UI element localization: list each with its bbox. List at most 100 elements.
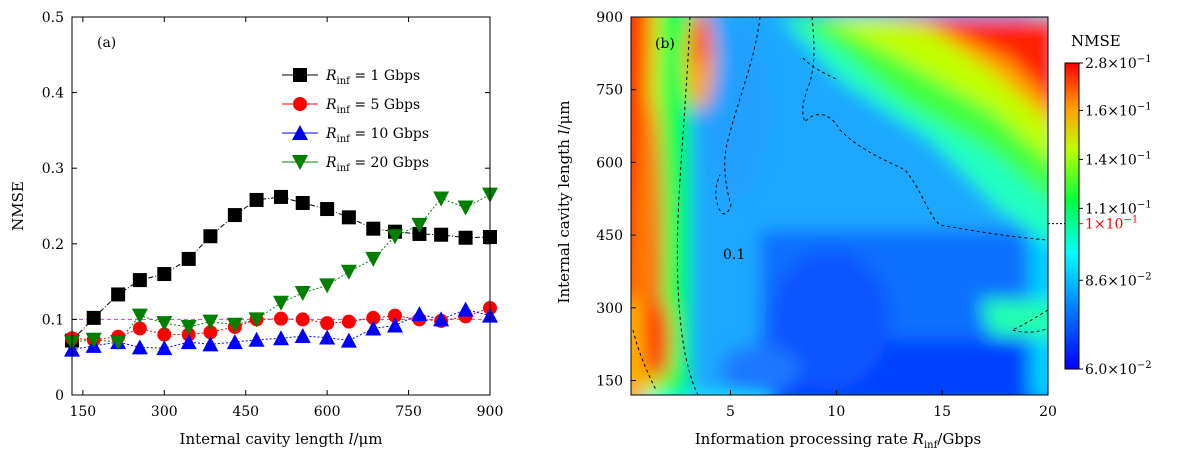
legend-var-3: R xyxy=(325,155,337,171)
data-point-s0-7 xyxy=(227,208,242,223)
legend-sub-1: inf xyxy=(337,105,352,116)
x-tick-label-a-0: 150 xyxy=(69,404,96,420)
x-tick-label-a-3: 600 xyxy=(314,404,341,420)
colorbar-tick-label-5: 8.6×10−2 xyxy=(1085,271,1152,289)
plot-frame-a xyxy=(71,16,491,396)
data-point-s3-10 xyxy=(294,285,311,301)
colorbar-tick-mantissa-4: 1×10 xyxy=(1085,217,1123,233)
data-point-s3-14 xyxy=(387,229,403,245)
x-axis-label-b-sub: inf xyxy=(924,440,939,451)
data-point-s0-17 xyxy=(458,230,473,245)
y-axis-label-b-unit: /μm xyxy=(555,101,573,130)
data-point-s1-4 xyxy=(157,327,172,342)
data-point-s2-3 xyxy=(131,339,148,355)
legend-rest-3: = 20 Gbps xyxy=(350,155,429,171)
x-axis-label-b-var: R xyxy=(912,430,924,448)
data-point-s2-6 xyxy=(202,336,219,352)
y-tick-label-b-4: 750 xyxy=(596,83,623,99)
colorbar-title: NMSE xyxy=(1071,32,1121,50)
data-point-s3-9 xyxy=(273,295,289,311)
data-point-s3-16 xyxy=(433,191,450,207)
data-point-s3-1 xyxy=(85,332,102,348)
data-point-s3-4 xyxy=(156,316,173,332)
legend-sub-2: inf xyxy=(337,134,352,145)
colorbar-tick-mantissa-3: 1.1×10 xyxy=(1085,201,1137,217)
data-point-s1-9 xyxy=(274,311,288,326)
plot-frame-b xyxy=(630,16,1049,396)
x-tick-label-b-3: 20 xyxy=(1039,404,1057,420)
data-point-s2-12 xyxy=(340,332,357,348)
data-point-s0-15 xyxy=(412,226,427,241)
data-point-s2-5 xyxy=(180,334,197,350)
data-point-s2-4 xyxy=(156,340,173,356)
colorbar xyxy=(1064,62,1080,370)
data-point-s1-10 xyxy=(295,312,310,327)
data-point-s1-3 xyxy=(132,321,147,336)
data-point-s2-10 xyxy=(294,328,311,344)
data-point-s1-13 xyxy=(366,310,381,325)
x-tick-label-a-4: 750 xyxy=(395,404,422,420)
data-point-s3-5 xyxy=(180,319,197,335)
data-point-s2-16 xyxy=(433,311,450,327)
y-axis-label-a: NMSE xyxy=(9,181,27,231)
y-tick-label-a-0: 0 xyxy=(55,388,64,404)
colorbar-tick-exp-0: −1 xyxy=(1137,54,1152,65)
legend-marker-0 xyxy=(293,68,307,82)
contour-0.1 xyxy=(632,17,1048,395)
data-point-s3-2 xyxy=(110,335,127,351)
data-point-s2-9 xyxy=(273,330,289,346)
data-point-s3-15 xyxy=(411,217,428,233)
y-tick-label-b-2: 450 xyxy=(596,228,623,244)
legend-marker-1 xyxy=(293,97,307,111)
data-point-s3-6 xyxy=(202,314,219,330)
legend-rest-2: = 10 Gbps xyxy=(350,126,429,142)
data-point-s3-3 xyxy=(131,308,148,324)
legend-marker-3 xyxy=(292,155,308,170)
data-point-s2-14 xyxy=(387,317,403,333)
data-point-s1-12 xyxy=(341,314,356,329)
x-axis-label-b-unit: /Gbps xyxy=(937,430,981,448)
colorbar-tick-label-2: 1.4×10−1 xyxy=(1085,150,1152,168)
data-point-s3-8 xyxy=(248,312,265,328)
data-point-s2-8 xyxy=(248,331,265,347)
y-tick-label-a-3: 0.3 xyxy=(42,161,64,177)
data-point-s0-9 xyxy=(274,189,288,204)
legend-var-0: R xyxy=(325,68,337,84)
data-point-s0-12 xyxy=(341,210,356,225)
legend-label-0: Rinf = 1 Gbps xyxy=(325,68,420,87)
colorbar-tick-exp-2: −1 xyxy=(1137,150,1152,161)
colorbar-tick-label-0: 2.8×10−1 xyxy=(1085,54,1152,72)
legend-label-2: Rinf = 10 Gbps xyxy=(325,126,429,145)
heatmap-surface xyxy=(631,17,1048,395)
data-point-s0-3 xyxy=(132,273,147,288)
data-point-s0-2 xyxy=(111,287,126,302)
legend-rest-0: = 1 Gbps xyxy=(350,68,420,84)
colorbar-tick-mantissa-0: 2.8×10 xyxy=(1085,56,1137,72)
colorbar-tick-exp-1: −1 xyxy=(1137,101,1152,112)
data-point-s1-11 xyxy=(320,316,335,331)
x-axis-label-b-prefix: Information processing rate xyxy=(695,430,913,448)
data-point-s2-17 xyxy=(457,301,474,317)
x-tick-label-b-1: 10 xyxy=(827,404,845,420)
data-point-s0-8 xyxy=(249,192,264,207)
data-point-s0-11 xyxy=(320,202,335,217)
data-point-s1-6 xyxy=(203,325,218,340)
panel-label-a: (a) xyxy=(97,35,116,51)
legend-var-2: R xyxy=(325,126,337,142)
data-point-s3-17 xyxy=(457,200,474,216)
colorbar-tick-exp-4: −1 xyxy=(1123,215,1138,226)
x-axis-label-b: Information processing rate Rinf/Gbps xyxy=(695,430,981,451)
data-point-s3-13 xyxy=(365,251,382,267)
y-tick-label-b-0: 150 xyxy=(596,373,623,389)
x-axis-label-a: Internal cavity length l/μm xyxy=(180,430,383,448)
data-point-s2-15 xyxy=(411,306,428,322)
contour-label: 0.1 xyxy=(723,247,745,263)
y-tick-label-a-4: 0.4 xyxy=(42,86,64,102)
y-axis-label-b-var: l xyxy=(555,129,573,134)
legend-rest-1: = 5 Gbps xyxy=(350,97,420,113)
data-point-s3-11 xyxy=(319,278,336,294)
x-axis-label-a-var: l xyxy=(349,430,354,448)
data-point-s0-5 xyxy=(181,251,196,266)
data-point-s2-13 xyxy=(365,320,382,336)
